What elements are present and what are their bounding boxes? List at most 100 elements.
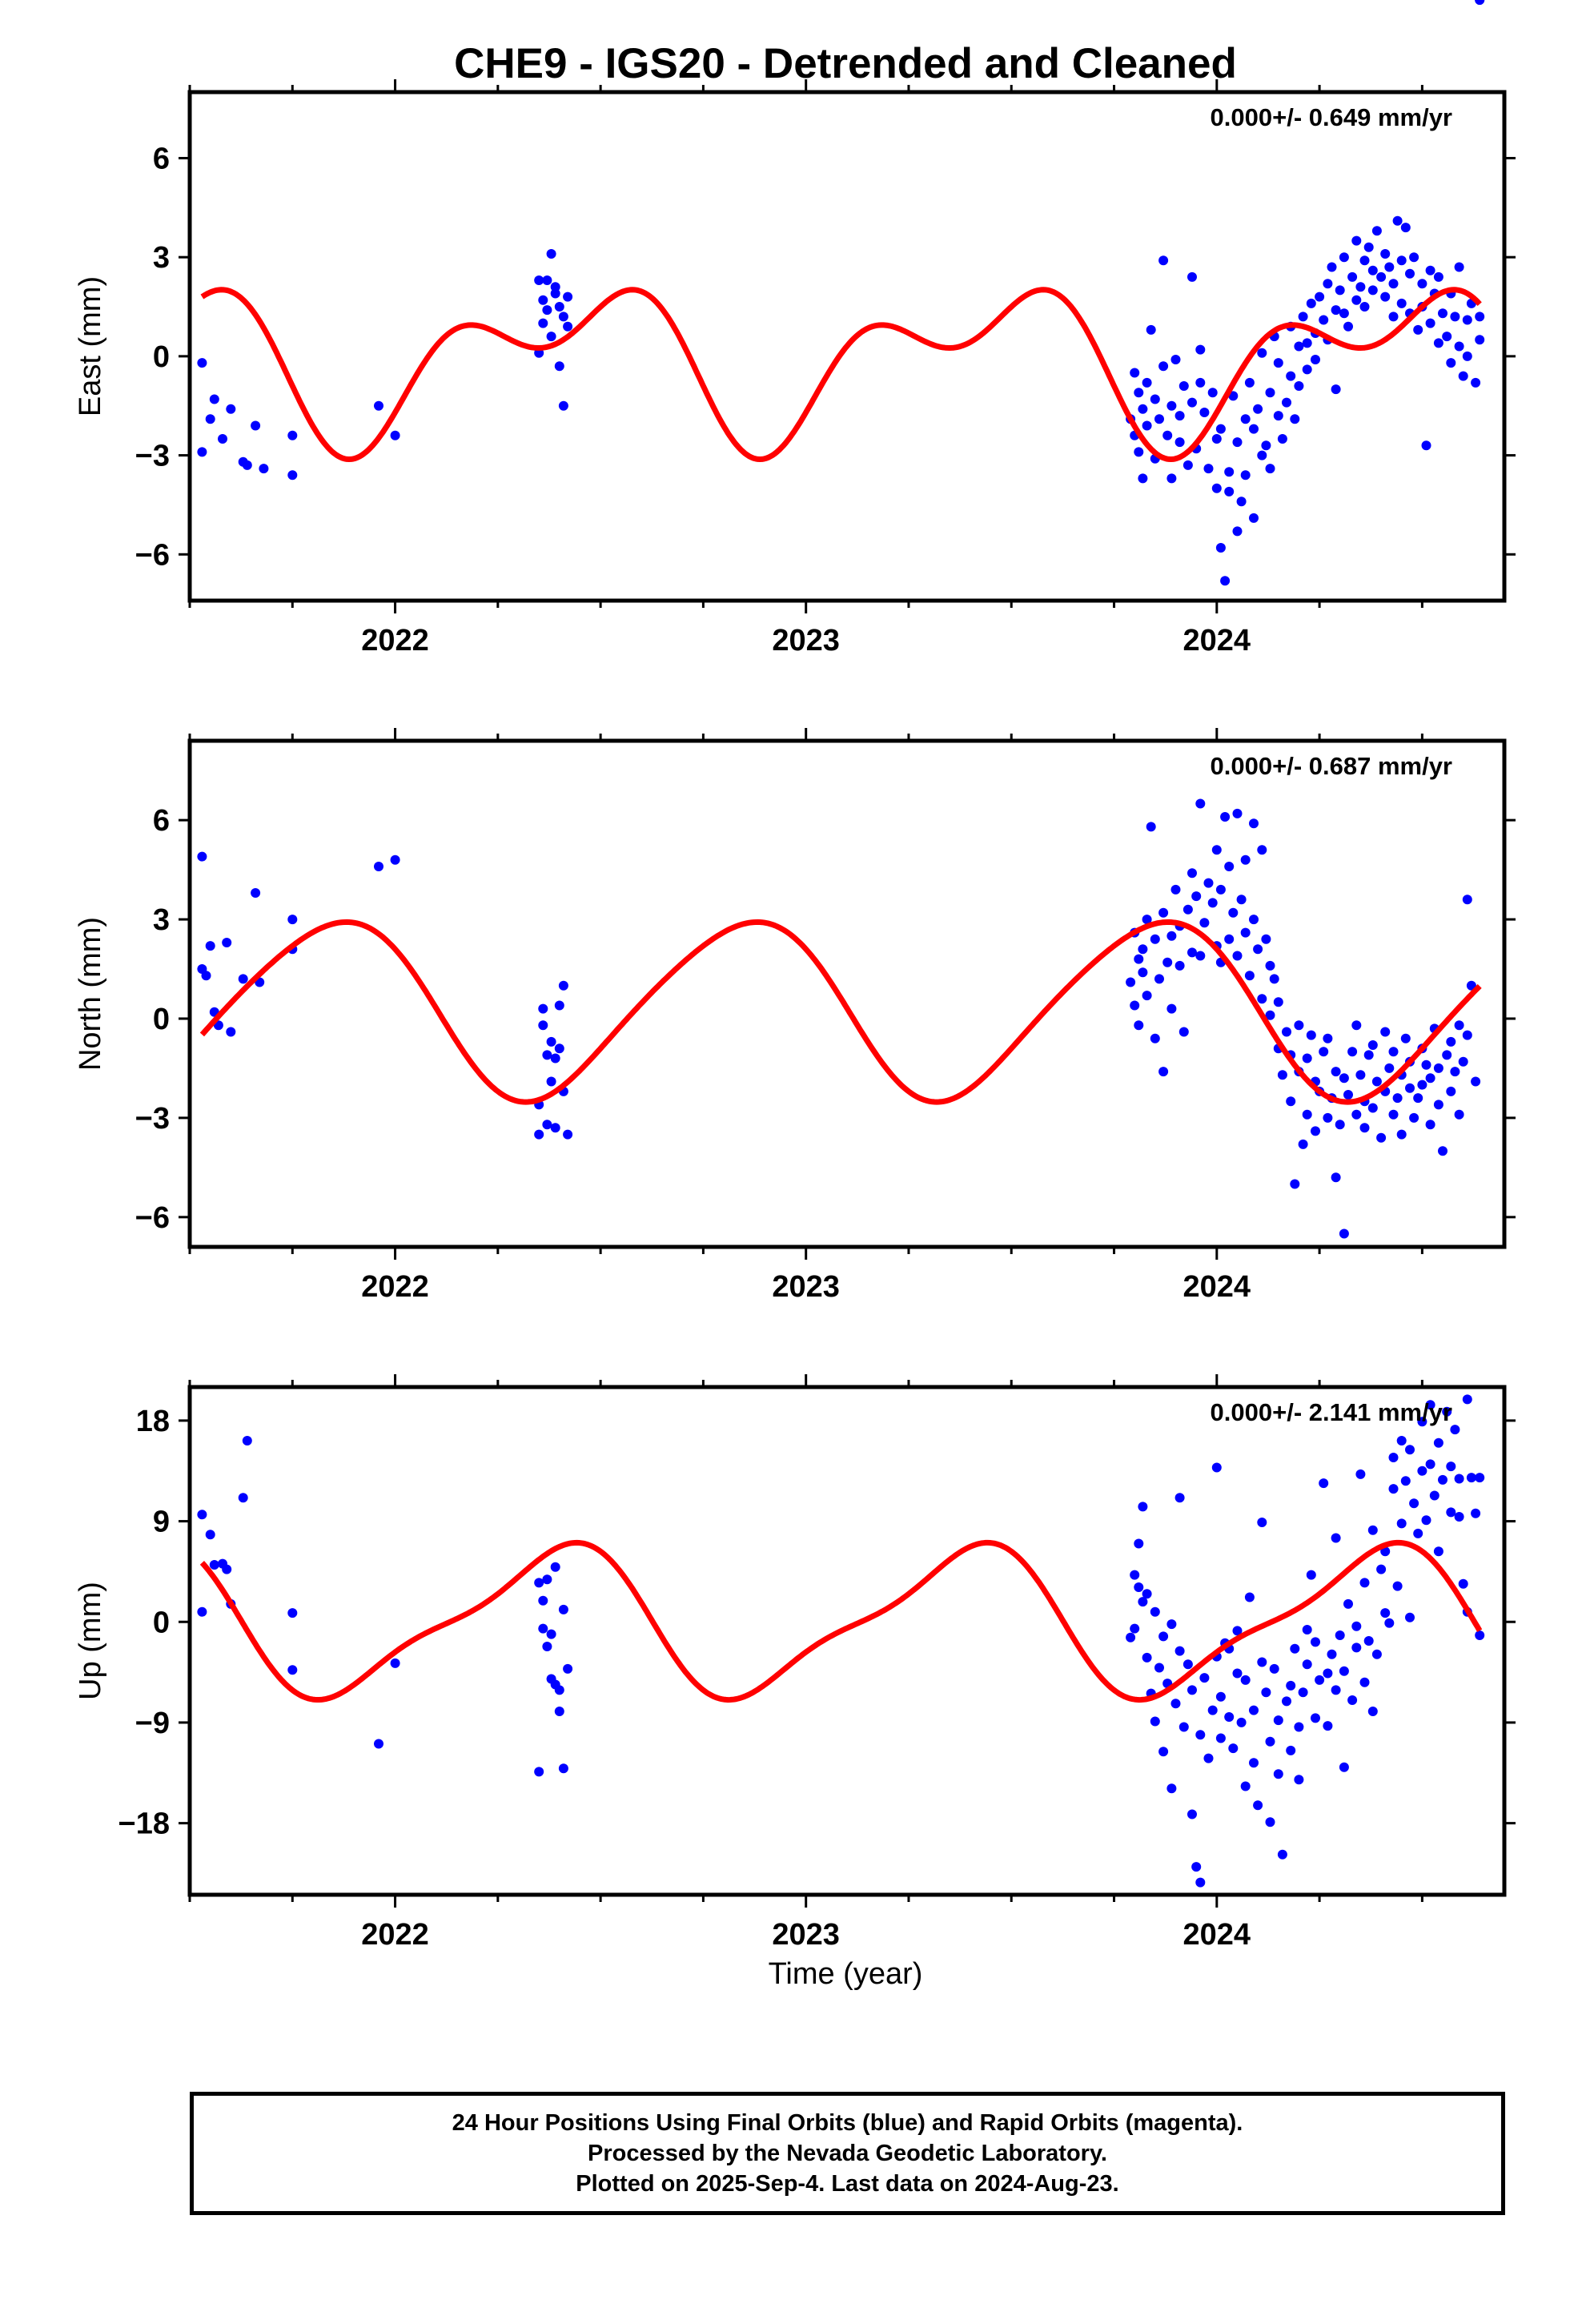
panel-1: 2022 2023 2024 −6 −3 0 3 6 East (mm) 0.000+/- 0.6… xyxy=(74,79,1516,657)
data-point xyxy=(1215,424,1226,434)
data-point xyxy=(1425,1120,1435,1130)
data-point xyxy=(1273,1715,1283,1726)
data-point xyxy=(1405,268,1415,279)
data-point xyxy=(1454,341,1464,352)
footer-line-1: 24 Hour Positions Using Final Orbits (bl… xyxy=(452,2110,1243,2136)
data-point xyxy=(1277,1849,1287,1860)
data-point xyxy=(1417,1080,1427,1090)
data-point xyxy=(1302,364,1312,375)
y-tick-label: 9 xyxy=(153,1506,170,1539)
data-point xyxy=(534,1767,544,1777)
data-point xyxy=(1166,931,1177,941)
fit-line xyxy=(199,919,1482,1105)
x-tick-label: 2024 xyxy=(1183,1918,1251,1952)
data-point xyxy=(1142,1652,1152,1663)
data-point xyxy=(1150,1033,1160,1043)
data-point xyxy=(1327,1649,1337,1659)
data-point xyxy=(1413,1528,1423,1538)
data-point xyxy=(1335,1630,1345,1640)
data-point xyxy=(1207,388,1218,398)
data-point xyxy=(1257,845,1267,855)
x-tick-label: 2023 xyxy=(772,1270,840,1304)
data-point xyxy=(1454,1474,1464,1484)
data-point xyxy=(1458,1056,1468,1067)
data-point xyxy=(546,1036,556,1047)
data-point xyxy=(1158,1067,1169,1077)
data-point xyxy=(197,358,207,368)
data-point xyxy=(1220,576,1231,586)
data-point xyxy=(1211,434,1222,444)
data-point xyxy=(1433,338,1443,348)
data-point xyxy=(259,464,269,474)
data-point xyxy=(1425,1459,1435,1470)
data-point xyxy=(1331,1172,1341,1183)
data-point xyxy=(542,1642,552,1651)
data-point xyxy=(1388,1484,1399,1494)
data-point xyxy=(1187,1685,1197,1695)
data-point xyxy=(1323,1721,1333,1731)
data-point xyxy=(1396,255,1407,266)
data-point xyxy=(1187,868,1197,879)
data-point xyxy=(1191,891,1202,902)
data-point xyxy=(1367,285,1378,296)
data-point xyxy=(1134,954,1144,964)
data-point xyxy=(238,1493,248,1503)
data-point xyxy=(1421,440,1431,451)
data-point xyxy=(1228,1743,1239,1754)
data-point xyxy=(1323,1112,1333,1123)
data-point xyxy=(1466,980,1476,991)
data-point xyxy=(1400,223,1411,233)
data-point xyxy=(374,400,383,411)
data-point xyxy=(1446,1462,1456,1472)
data-point xyxy=(1475,335,1485,345)
y-tick-label: 6 xyxy=(153,804,170,838)
data-point xyxy=(1286,1680,1296,1691)
data-point xyxy=(1273,358,1283,368)
data-point xyxy=(1195,1877,1206,1888)
data-point xyxy=(1195,798,1206,809)
data-point xyxy=(1158,907,1169,918)
data-point xyxy=(1315,292,1325,302)
data-point xyxy=(1475,1473,1485,1483)
data-point xyxy=(238,974,248,984)
data-point xyxy=(1182,904,1193,915)
data-point xyxy=(1249,915,1259,925)
data-point xyxy=(1367,1525,1378,1535)
data-point xyxy=(1396,1518,1407,1529)
data-point xyxy=(226,404,236,414)
data-point xyxy=(546,1076,556,1087)
data-point xyxy=(554,361,564,372)
data-point xyxy=(1363,1050,1374,1060)
y-tick-label: 0 xyxy=(153,1003,170,1036)
data-point xyxy=(1319,1047,1329,1057)
data-point xyxy=(1158,1631,1169,1642)
data-point xyxy=(1195,1730,1206,1740)
data-point xyxy=(1232,437,1243,448)
data-point xyxy=(554,302,564,312)
data-point xyxy=(1224,467,1235,477)
data-point xyxy=(1425,318,1435,328)
data-point xyxy=(1351,1109,1362,1120)
data-point xyxy=(1203,1753,1214,1763)
data-point xyxy=(1215,884,1226,895)
data-point xyxy=(1405,1612,1415,1622)
data-point xyxy=(1433,1437,1443,1448)
data-point xyxy=(558,400,568,411)
data-point xyxy=(563,292,573,302)
data-point xyxy=(1232,1668,1243,1679)
data-point xyxy=(1195,344,1206,355)
data-point xyxy=(1388,1453,1399,1462)
data-point xyxy=(1302,1109,1312,1120)
data-point xyxy=(1302,1659,1312,1670)
data-point xyxy=(1454,262,1464,272)
data-point xyxy=(1191,1862,1202,1872)
data-point xyxy=(1409,1498,1419,1509)
data-point xyxy=(1351,235,1362,246)
data-point xyxy=(1290,1179,1300,1189)
data-point xyxy=(1138,404,1148,414)
data-point xyxy=(1257,1518,1267,1527)
data-point xyxy=(1224,934,1235,944)
data-point xyxy=(1187,1809,1197,1819)
data-point xyxy=(534,1129,544,1140)
